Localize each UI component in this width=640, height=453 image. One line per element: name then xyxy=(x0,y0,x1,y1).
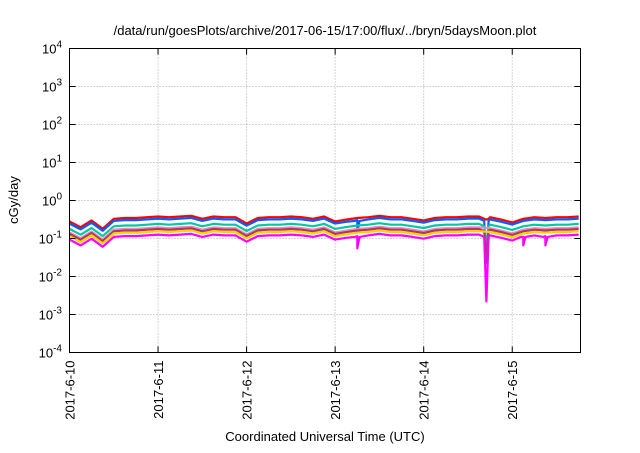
x-tick-label: 2017-6-13 xyxy=(328,361,343,420)
series-line-yellow xyxy=(68,229,579,245)
series-line-blue xyxy=(68,216,579,264)
series-line-red xyxy=(68,214,579,230)
chart-title: /data/run/goesPlots/archive/2017-06-15/1… xyxy=(114,23,537,38)
y-tick-label: 102 xyxy=(42,116,62,133)
y-tick-label: 10-2 xyxy=(39,268,63,285)
x-axis-label: Coordinated Universal Time (UTC) xyxy=(225,429,424,444)
x-tick-label: 2017-6-15 xyxy=(505,361,520,420)
x-tick-label: 2017-6-14 xyxy=(417,361,432,420)
series-line-pink xyxy=(68,225,579,241)
y-tick-label: 10-1 xyxy=(39,230,63,247)
y-tick-label: 103 xyxy=(42,78,62,95)
x-tick-label: 2017-6-10 xyxy=(63,361,78,420)
y-axis-label: cGy/day xyxy=(6,176,21,224)
y-axis: 104 103 102 101 100 10-1 10-2 10-3 10-4 xyxy=(39,40,581,361)
series-line-magenta xyxy=(68,232,579,303)
x-tick-label: 2017-6-11 xyxy=(151,361,166,419)
y-tick-label: 10-4 xyxy=(39,344,63,361)
series-line-teal xyxy=(68,222,579,248)
x-tick-label: 2017-6-12 xyxy=(240,361,255,420)
series-lines xyxy=(68,214,579,303)
y-tick-label: 100 xyxy=(42,192,62,209)
series-line-brown xyxy=(68,227,579,259)
y-tick-label: 101 xyxy=(42,154,62,171)
grid xyxy=(69,48,581,353)
y-tick-label: 104 xyxy=(42,40,62,57)
x-axis: 2017-6-10 2017-6-11 2017-6-12 2017-6-13 2017… xyxy=(63,48,520,420)
y-tick-label: 10-3 xyxy=(39,306,63,323)
